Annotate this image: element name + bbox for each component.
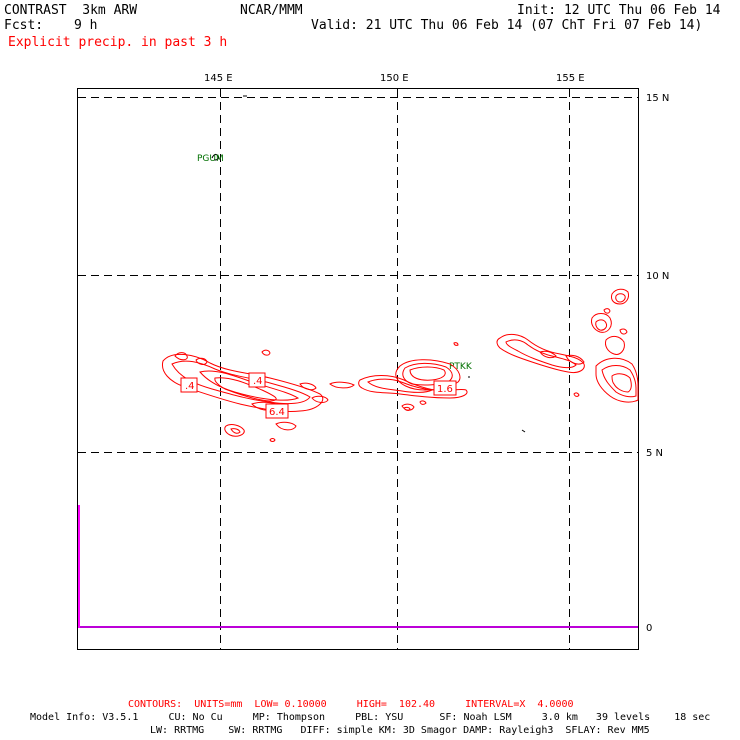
precip-contour xyxy=(573,392,580,397)
precip-contour xyxy=(311,395,329,403)
precip-contour xyxy=(595,357,639,403)
lon-label-150e: 150 E xyxy=(380,73,409,84)
valid-time: Valid: 21 UTC Thu 06 Feb 14 (07 ChT Fri … xyxy=(311,18,703,33)
precip-contour xyxy=(230,428,241,434)
lon-label-145e: 145 E xyxy=(204,73,233,84)
island-marks xyxy=(211,95,526,433)
precip-contour xyxy=(275,421,297,431)
model-info-line-2: LW: RRTMG SW: RRTMG DIFF: simple KM: 3D … xyxy=(150,725,650,736)
precip-contour xyxy=(505,339,577,369)
contour-label-box xyxy=(248,372,266,388)
contour-label-box xyxy=(433,380,457,396)
contour-label: .4 xyxy=(185,381,195,392)
precip-contour xyxy=(269,438,276,442)
precip-contour xyxy=(358,375,468,399)
lat-label-5n: 5 N xyxy=(646,448,663,459)
contour-label: .4 xyxy=(253,376,263,387)
contour-label-box xyxy=(180,377,198,393)
contour-label: 6.4 xyxy=(269,407,285,418)
contour-label-box xyxy=(265,403,289,419)
precip-contour xyxy=(539,350,557,359)
precip-contour xyxy=(224,424,245,437)
precip-contour xyxy=(261,349,271,356)
model-title: CONTRAST 3km ARW xyxy=(4,3,138,18)
lat-label-15n: 15 N xyxy=(646,93,669,104)
contour-labels: .4 .4 6.4 1.6 xyxy=(180,372,457,419)
forecast-label: Fcst: xyxy=(4,18,44,33)
lat-label-10n: 10 N xyxy=(646,271,669,282)
island-mark xyxy=(521,429,526,433)
model-info-line-1: Model Info: V3.5.1 CU: No Cu MP: Thompso… xyxy=(30,712,711,723)
precip-contour xyxy=(619,328,628,335)
precip-contour xyxy=(195,357,208,365)
contour-info: CONTOURS: UNITS=mm LOW= 0.10000 HIGH= 10… xyxy=(128,699,574,710)
precip-contour xyxy=(565,354,585,365)
contour-label: 1.6 xyxy=(437,384,453,395)
precip-contour xyxy=(591,313,612,333)
field-title: Explicit precip. in past 3 h xyxy=(8,35,228,50)
precip-contour xyxy=(496,333,585,373)
precip-contour xyxy=(171,360,311,405)
precip-contour xyxy=(453,342,459,346)
precip-contour xyxy=(605,335,625,355)
guam-island-mark xyxy=(211,153,219,161)
precip-contour xyxy=(601,365,637,398)
precip-contour xyxy=(611,373,632,393)
station-ptkk: PTKK xyxy=(449,362,473,372)
precip-contour xyxy=(299,382,317,391)
precip-contour xyxy=(603,308,611,314)
precip-contour xyxy=(174,352,188,361)
precip-contour xyxy=(409,366,446,381)
station-pgum: PGUM xyxy=(197,154,224,164)
organization-label: NCAR/MMM xyxy=(240,3,303,18)
lon-label-155e: 155 E xyxy=(556,73,585,84)
init-time: Init: 12 UTC Thu 06 Feb 14 xyxy=(517,3,721,18)
precip-contour xyxy=(367,378,434,393)
precip-contour xyxy=(595,319,607,331)
precip-contour xyxy=(615,293,626,303)
precip-contours xyxy=(161,288,639,442)
lat-label-equator: 0 xyxy=(646,623,652,634)
domain-boundary-line xyxy=(78,505,638,628)
forecast-hours: 9 h xyxy=(74,18,98,33)
precip-contour xyxy=(419,400,427,405)
precip-contour xyxy=(403,406,411,411)
precip-contour xyxy=(329,381,355,389)
precip-contour xyxy=(611,288,629,305)
map-frame xyxy=(77,88,639,650)
